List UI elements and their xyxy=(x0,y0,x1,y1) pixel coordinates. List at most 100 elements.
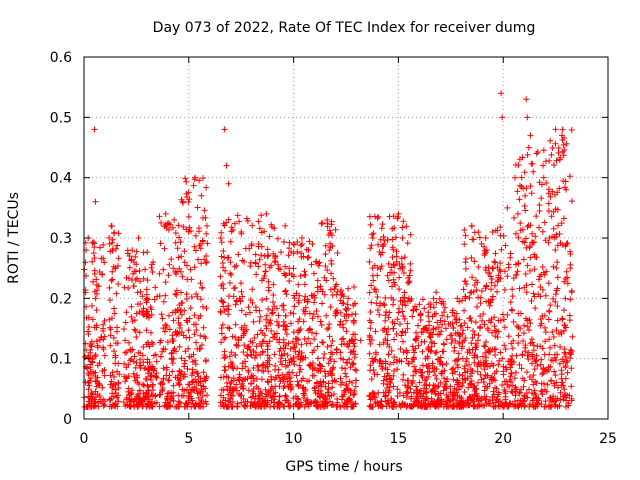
data-point xyxy=(183,226,190,233)
data-point xyxy=(529,353,536,360)
data-point xyxy=(224,403,231,410)
data-point xyxy=(178,289,185,296)
data-point xyxy=(378,225,385,232)
data-point xyxy=(346,396,353,403)
data-point xyxy=(93,276,100,283)
data-point xyxy=(563,241,570,248)
data-point xyxy=(492,352,499,359)
data-point xyxy=(501,342,508,349)
data-point xyxy=(376,311,383,318)
data-point xyxy=(468,254,475,261)
data-point xyxy=(148,306,155,313)
data-point xyxy=(555,222,562,229)
data-point xyxy=(88,400,95,407)
data-point xyxy=(366,332,373,339)
data-point xyxy=(231,351,238,358)
data-point xyxy=(109,369,116,376)
data-point xyxy=(547,344,554,351)
data-point xyxy=(262,364,269,371)
data-point xyxy=(341,399,348,406)
data-point xyxy=(228,349,235,356)
data-point xyxy=(137,350,144,357)
data-point xyxy=(553,264,560,271)
data-point xyxy=(254,331,261,338)
data-point xyxy=(228,224,235,231)
data-point xyxy=(396,357,403,364)
data-point xyxy=(190,182,197,189)
data-point xyxy=(346,356,353,363)
data-point xyxy=(195,373,202,380)
data-point xyxy=(554,403,561,410)
data-point xyxy=(325,325,332,332)
data-point xyxy=(374,307,381,314)
data-point xyxy=(501,324,508,331)
data-point xyxy=(482,249,489,256)
data-point xyxy=(257,340,264,347)
data-point xyxy=(498,246,505,253)
data-point xyxy=(221,126,228,133)
data-point xyxy=(107,248,114,255)
data-point xyxy=(287,374,294,381)
data-point xyxy=(273,305,280,312)
data-point xyxy=(463,355,470,362)
data-point xyxy=(417,392,424,399)
data-point xyxy=(223,162,230,169)
data-point xyxy=(123,309,130,316)
data-point xyxy=(547,137,554,144)
data-point xyxy=(197,296,204,303)
data-point xyxy=(109,384,116,391)
data-point xyxy=(558,329,565,336)
data-point xyxy=(435,330,442,337)
data-point xyxy=(259,348,266,355)
data-point xyxy=(475,379,482,386)
data-point xyxy=(519,375,526,382)
data-point xyxy=(85,371,92,378)
data-point xyxy=(136,329,143,336)
data-point xyxy=(553,379,560,386)
data-point xyxy=(370,358,377,365)
data-point xyxy=(492,403,499,410)
data-point xyxy=(423,403,430,410)
data-point xyxy=(309,315,316,322)
data-point xyxy=(410,372,417,379)
data-point xyxy=(543,180,550,187)
data-point xyxy=(279,361,286,368)
data-point xyxy=(299,241,306,248)
data-point xyxy=(511,398,518,405)
data-point xyxy=(170,265,177,272)
data-point xyxy=(150,259,157,266)
data-point xyxy=(518,183,525,190)
data-point xyxy=(468,378,475,385)
data-point xyxy=(251,335,258,342)
data-point xyxy=(414,333,421,340)
data-point xyxy=(315,313,322,320)
data-point xyxy=(241,322,248,329)
data-point xyxy=(127,391,134,398)
data-point xyxy=(292,401,299,408)
data-point xyxy=(538,356,545,363)
data-point xyxy=(197,332,204,339)
data-point xyxy=(504,381,511,388)
data-point xyxy=(529,397,536,404)
data-point xyxy=(277,249,284,256)
data-point xyxy=(296,316,303,323)
data-point xyxy=(515,324,522,331)
data-point xyxy=(133,359,140,366)
data-point xyxy=(183,190,190,197)
data-point xyxy=(554,351,561,358)
data-point xyxy=(422,400,429,407)
data-point xyxy=(100,403,107,410)
data-point xyxy=(130,270,137,277)
data-point xyxy=(190,351,197,358)
data-point xyxy=(133,333,140,340)
data-point xyxy=(562,275,569,282)
data-point xyxy=(272,253,279,260)
data-point xyxy=(242,311,249,318)
data-point xyxy=(255,392,262,399)
data-point xyxy=(306,238,313,245)
data-point xyxy=(186,381,193,388)
data-point xyxy=(127,357,134,364)
data-point xyxy=(187,305,194,312)
data-point xyxy=(417,312,424,319)
data-point xyxy=(380,377,387,384)
